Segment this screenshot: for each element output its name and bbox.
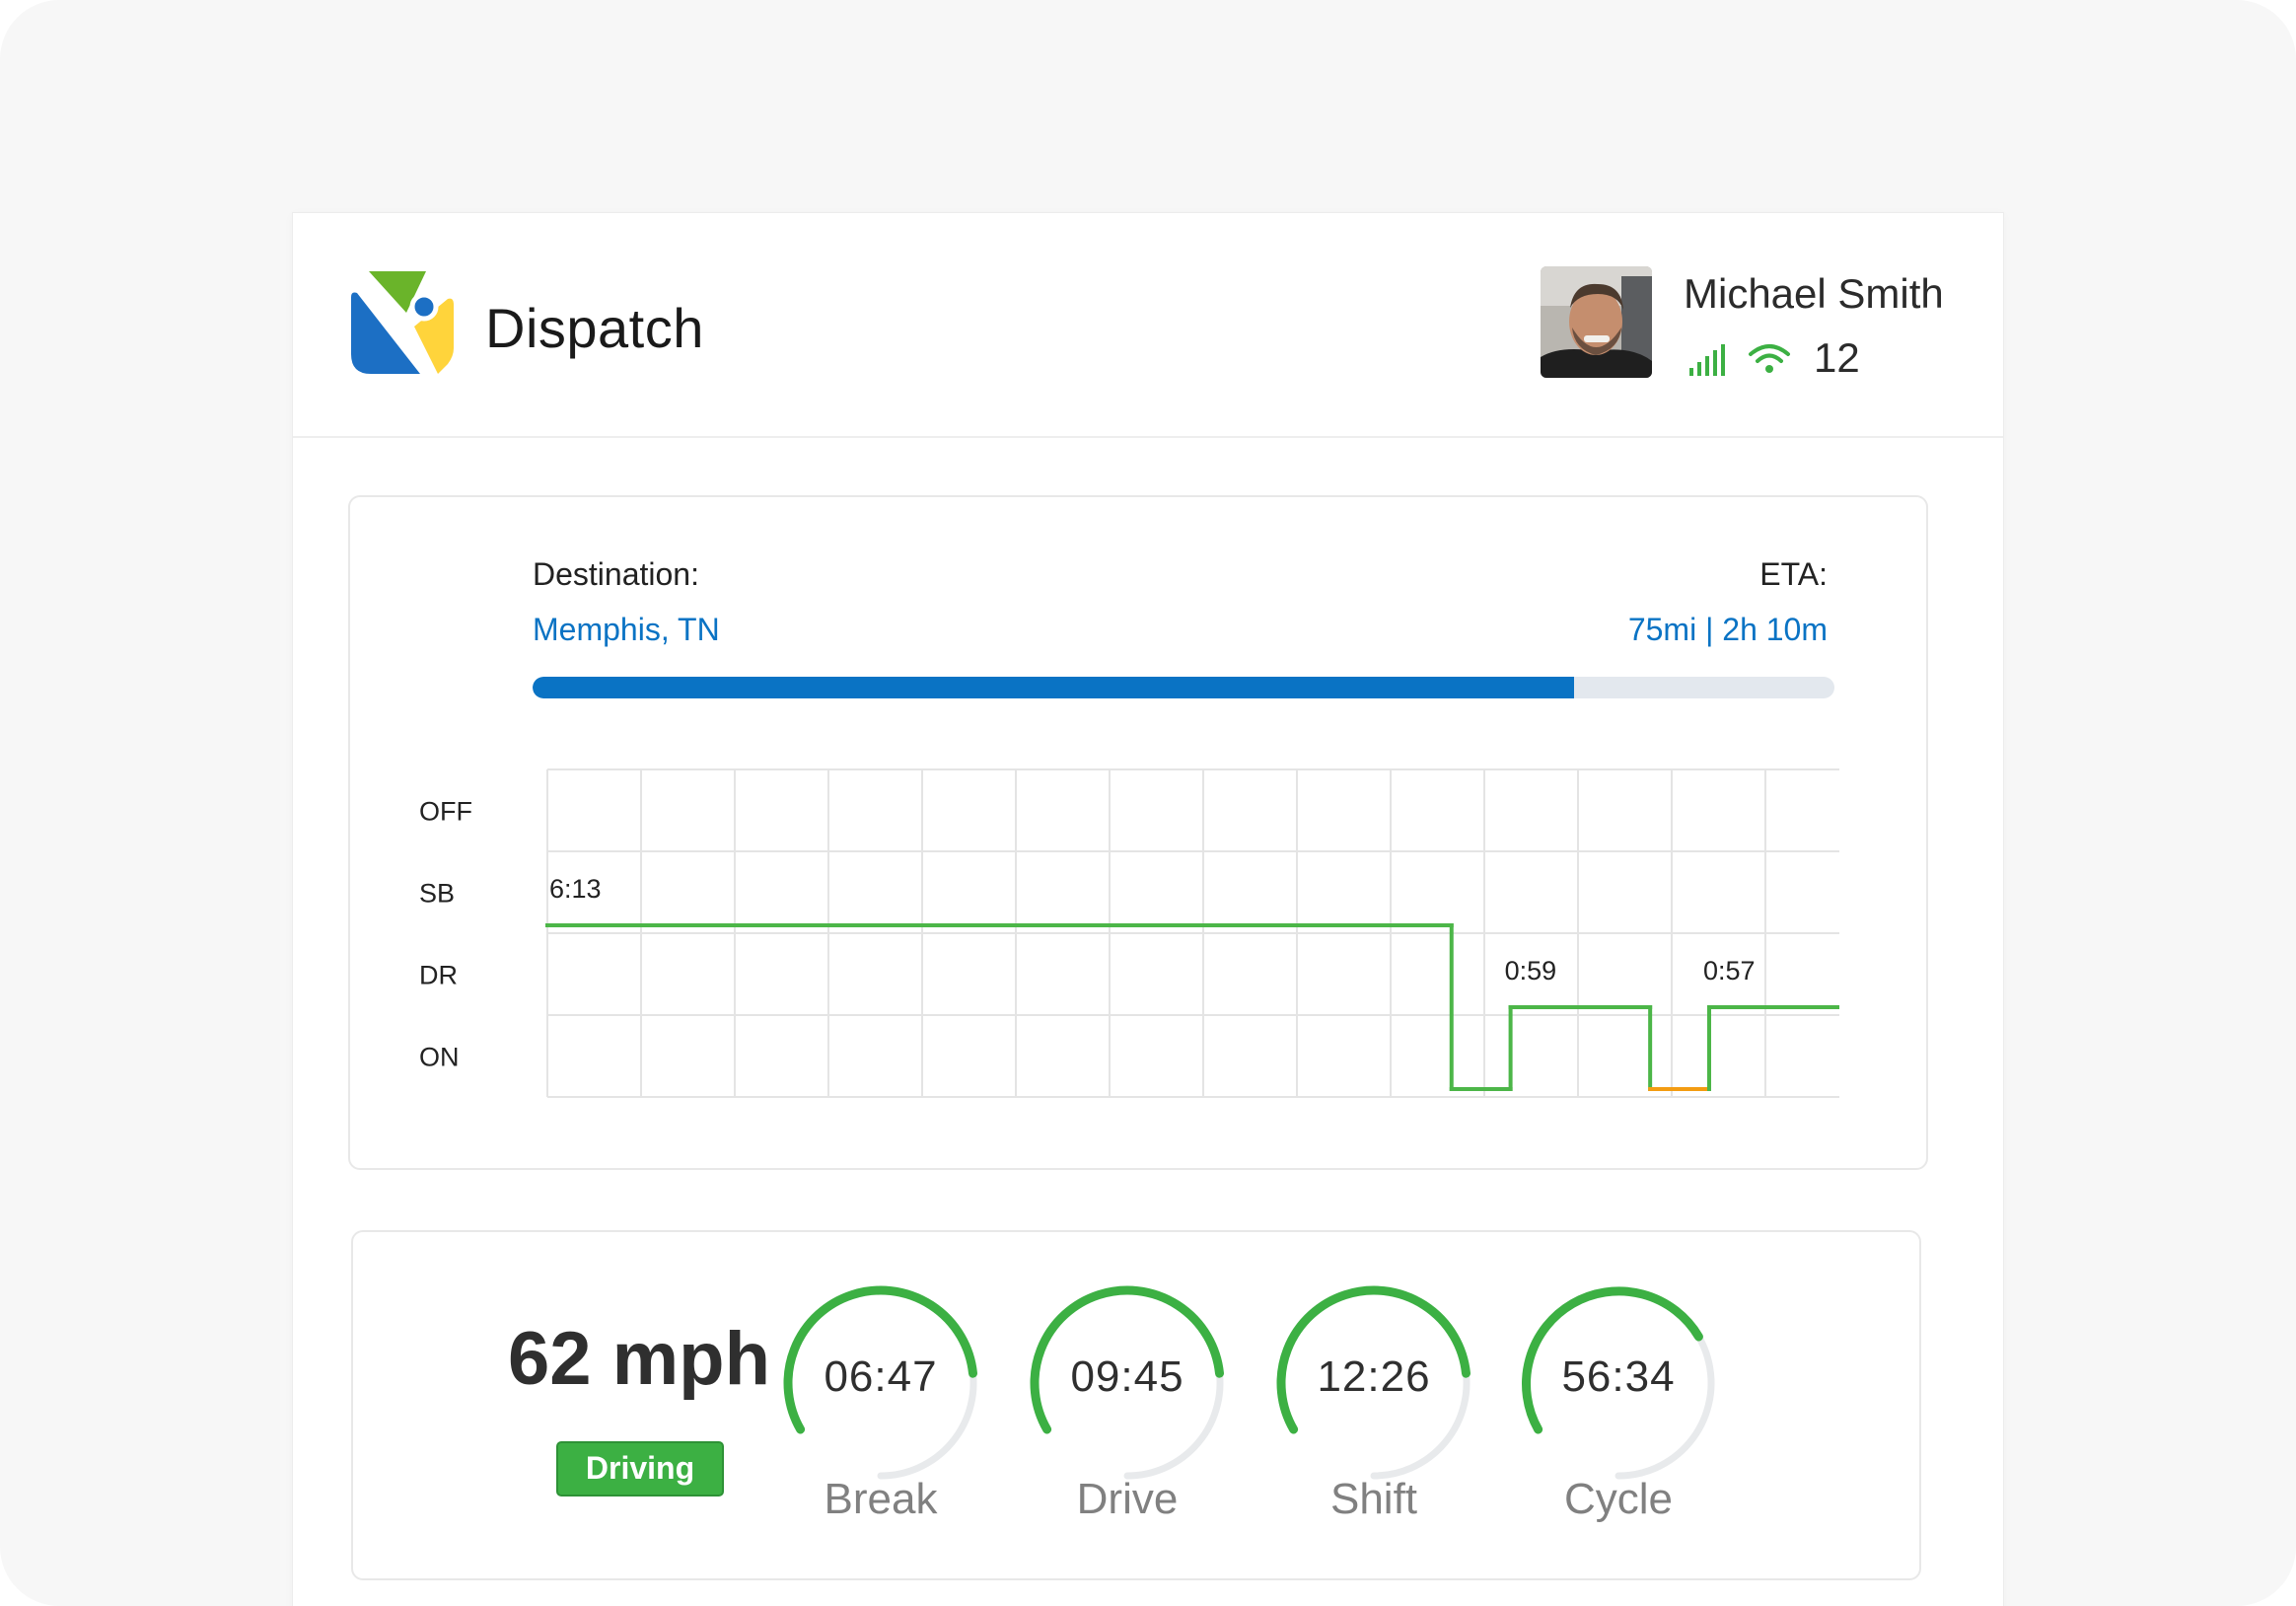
status-tick-dr: DR — [419, 961, 458, 990]
gauge-shift: 12:26 Shift — [1270, 1283, 1477, 1540]
gauge-drive: 09:45 Drive — [1024, 1283, 1231, 1540]
gauge-label: Drive — [1076, 1475, 1179, 1523]
gauge-value: 06:47 — [824, 1352, 938, 1401]
destination-label: Destination: — [533, 556, 699, 592]
app-title: Dispatch — [485, 297, 704, 359]
trip-progress-fill — [533, 677, 1574, 698]
gauge-ring — [1030, 1285, 1224, 1480]
eta-label: ETA: — [1759, 556, 1828, 592]
gauge-label: Cycle — [1563, 1475, 1674, 1523]
duty-status-chart: OFF SB DR ON 6:13 0:59 0:57 — [419, 768, 1839, 1098]
dispatch-card: Dispatch Michael Smith — [293, 213, 2003, 1606]
gauge-value: 12:26 — [1317, 1352, 1431, 1401]
dispatch-logo-icon[interactable] — [349, 269, 456, 376]
connection-count: 12 — [1814, 334, 1860, 381]
status-badge: Driving — [556, 1441, 724, 1496]
duration-label: 0:59 — [1505, 956, 1557, 986]
gauge-ring — [783, 1285, 977, 1480]
gauge-value: 56:34 — [1561, 1352, 1676, 1401]
gauge-cycle: 56:34 Cycle — [1515, 1283, 1722, 1540]
duration-label: 6:13 — [549, 874, 602, 904]
status-tick-on: ON — [419, 1043, 460, 1072]
gauge-label: Break — [824, 1475, 938, 1523]
eta-value: 75mi | 2h 10m — [1627, 612, 1828, 647]
speed-readout: 62 mph — [507, 1317, 771, 1401]
status-tick-off: OFF — [419, 797, 472, 827]
signal-bars-icon — [1689, 344, 1725, 376]
gauge-value: 09:45 — [1070, 1352, 1184, 1401]
user-name: Michael Smith — [1684, 270, 1944, 317]
status-tick-sb: SB — [419, 879, 455, 909]
trip-panel: Destination: Memphis, TN ETA: 75mi | 2h … — [348, 495, 1928, 1170]
hos-stats-panel: 62 mph Driving 06:47 Break 09:45 Drive 1… — [351, 1230, 1921, 1580]
destination-value[interactable]: Memphis, TN — [533, 612, 720, 647]
trip-progress-bar — [533, 677, 1834, 698]
avatar[interactable] — [1541, 266, 1652, 378]
header: Dispatch Michael Smith — [293, 213, 2003, 438]
gauge-break: 06:47 Break — [777, 1283, 984, 1540]
gauge-ring — [1522, 1286, 1715, 1480]
wifi-icon — [1749, 344, 1790, 373]
duration-label: 0:57 — [1703, 956, 1756, 986]
gauge-label: Shift — [1329, 1475, 1418, 1523]
gauge-ring — [1276, 1285, 1471, 1480]
